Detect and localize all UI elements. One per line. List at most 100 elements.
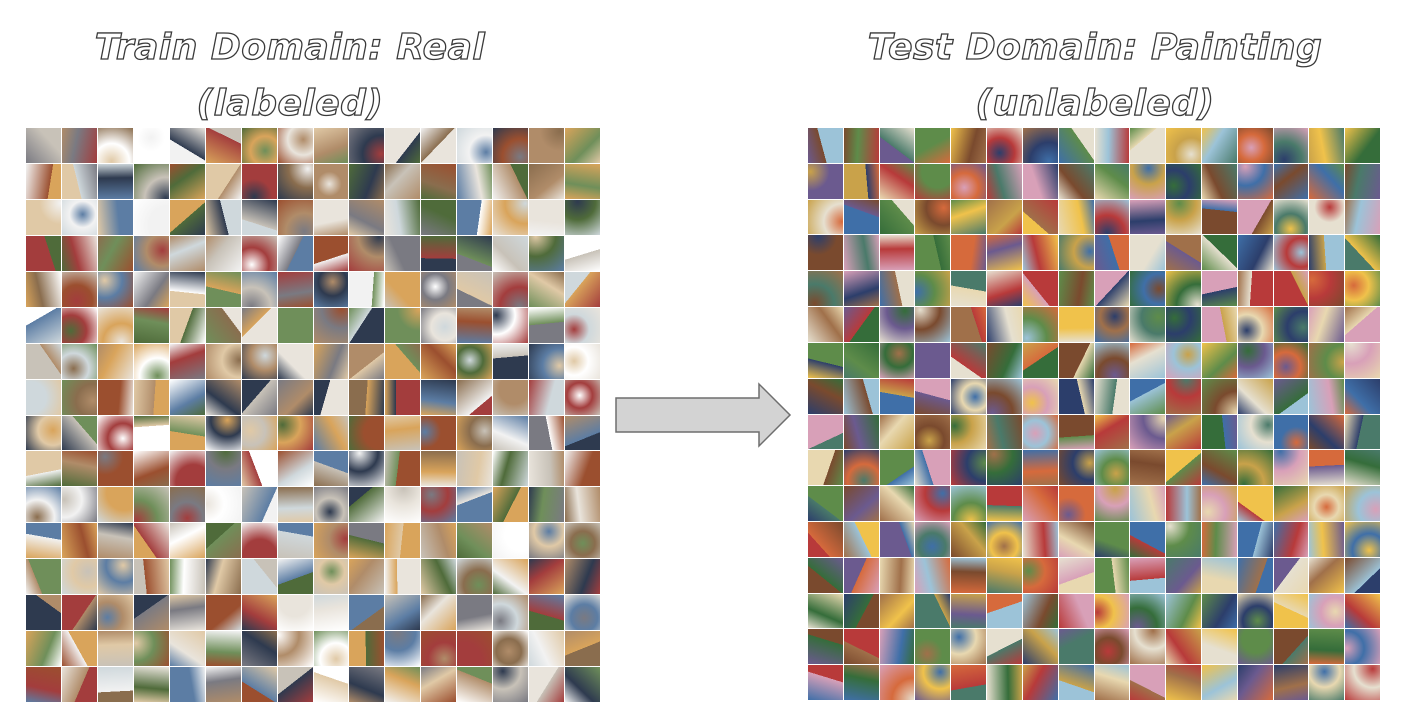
painting-thumbnail: [1130, 521, 1166, 557]
painting-thumbnail: [1273, 342, 1309, 378]
painting-thumbnail: [951, 521, 987, 557]
painting-thumbnail: [1022, 521, 1058, 557]
real-photo-thumbnail: [313, 379, 349, 415]
painting-thumbnail: [951, 128, 987, 163]
painting-thumbnail: [1309, 414, 1345, 450]
painting-thumbnail: [1237, 128, 1273, 163]
real-photo-thumbnail: [97, 199, 133, 235]
real-photo-thumbnail: [205, 271, 241, 307]
real-photo-thumbnail: [493, 271, 529, 307]
painting-thumbnail: [1094, 486, 1130, 521]
real-photo-thumbnail: [241, 235, 277, 271]
painting-thumbnail: [1309, 342, 1345, 378]
painting-thumbnail: [808, 414, 843, 450]
real-photo-thumbnail: [529, 631, 565, 667]
painting-thumbnail: [1237, 521, 1273, 557]
painting-thumbnail: [1309, 271, 1345, 307]
painting-thumbnail: [1094, 629, 1130, 665]
train-domain-title: Train Domain: Real (labeled): [30, 20, 550, 132]
painting-thumbnail: [1094, 342, 1130, 378]
painting-thumbnail: [951, 163, 987, 199]
painting-thumbnail: [1201, 128, 1237, 163]
painting-thumbnail: [1094, 414, 1130, 450]
real-photo-thumbnail: [457, 667, 493, 702]
real-photo-thumbnail: [241, 415, 277, 451]
real-photo-thumbnail: [349, 667, 385, 702]
painting-thumbnail: [1201, 271, 1237, 307]
painting-thumbnail: [1130, 557, 1166, 593]
painting-thumbnail: [808, 307, 843, 342]
painting-thumbnail: [1058, 378, 1094, 414]
painting-thumbnail: [951, 450, 987, 486]
real-photo-thumbnail: [205, 415, 241, 451]
real-photo-thumbnail: [565, 487, 600, 523]
painting-thumbnail: [951, 199, 987, 235]
real-photo-thumbnail: [61, 595, 97, 631]
arrow-shape: [615, 382, 792, 448]
painting-thumbnail: [879, 629, 915, 665]
painting-thumbnail: [1237, 486, 1273, 521]
painting-thumbnail: [1166, 557, 1201, 593]
painting-thumbnail: [1237, 557, 1273, 593]
real-photo-thumbnail: [97, 487, 133, 523]
painting-thumbnail: [1237, 163, 1273, 199]
painting-thumbnail: [1309, 307, 1345, 342]
painting-thumbnail: [915, 450, 951, 486]
painting-thumbnail: [1094, 557, 1130, 593]
real-photo-thumbnail: [529, 307, 565, 343]
real-photo-thumbnail: [529, 235, 565, 271]
painting-thumbnail: [1130, 665, 1166, 700]
real-photo-thumbnail: [565, 379, 600, 415]
real-photo-thumbnail: [457, 199, 493, 235]
painting-thumbnail: [987, 199, 1022, 235]
real-photo-thumbnail: [205, 523, 241, 559]
real-photo-thumbnail: [457, 595, 493, 631]
real-photo-thumbnail: [205, 487, 241, 523]
real-photo-thumbnail: [133, 523, 169, 559]
real-photo-thumbnail: [61, 559, 97, 595]
painting-thumbnail: [915, 521, 951, 557]
painting-thumbnail: [1201, 307, 1237, 342]
painting-thumbnail: [1166, 342, 1201, 378]
painting-thumbnail: [1345, 271, 1380, 307]
real-photo-thumbnail: [529, 451, 565, 487]
real-photo-thumbnail: [385, 235, 421, 271]
real-photo-thumbnail: [61, 451, 97, 487]
real-photo-thumbnail: [61, 379, 97, 415]
real-photo-thumbnail: [61, 128, 97, 163]
painting-thumbnail: [1130, 629, 1166, 665]
real-photo-thumbnail: [241, 631, 277, 667]
real-photo-thumbnail: [529, 559, 565, 595]
real-photo-thumbnail: [97, 451, 133, 487]
real-photo-thumbnail: [457, 271, 493, 307]
real-photo-thumbnail: [61, 667, 97, 702]
real-photo-thumbnail: [133, 199, 169, 235]
real-photo-thumbnail: [26, 451, 61, 487]
painting-thumbnail: [915, 271, 951, 307]
painting-thumbnail: [1309, 450, 1345, 486]
real-photo-thumbnail: [313, 559, 349, 595]
painting-thumbnail: [1309, 128, 1345, 163]
real-photo-thumbnail: [349, 235, 385, 271]
painting-thumbnail: [1022, 450, 1058, 486]
painting-thumbnail: [1130, 235, 1166, 271]
real-photo-thumbnail: [421, 487, 457, 523]
painting-thumbnail: [1345, 665, 1380, 700]
real-photo-thumbnail: [565, 415, 600, 451]
real-photo-thumbnail: [61, 487, 97, 523]
painting-thumbnail: [1345, 486, 1380, 521]
painting-thumbnail: [987, 486, 1022, 521]
real-photo-thumbnail: [349, 595, 385, 631]
real-photo-thumbnail: [565, 451, 600, 487]
painting-thumbnail: [1345, 414, 1380, 450]
real-photo-thumbnail: [421, 199, 457, 235]
real-photo-thumbnail: [26, 379, 61, 415]
real-photo-thumbnail: [313, 415, 349, 451]
painting-thumbnail: [1094, 163, 1130, 199]
real-photo-thumbnail: [133, 631, 169, 667]
real-photo-thumbnail: [529, 415, 565, 451]
train-domain-title-line2: (labeled): [196, 82, 384, 124]
painting-thumbnail: [1273, 486, 1309, 521]
real-photo-thumbnail: [205, 379, 241, 415]
painting-thumbnail: [879, 486, 915, 521]
